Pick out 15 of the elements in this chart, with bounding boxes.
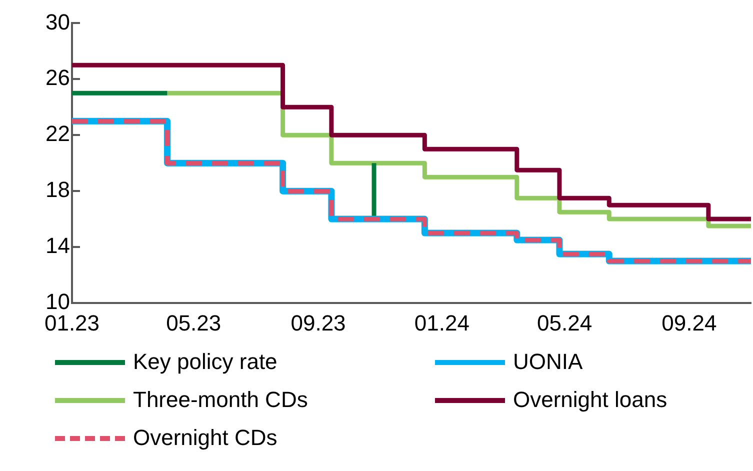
x-tick-label: 01.24: [414, 310, 470, 336]
legend-label: Overnight loans: [513, 387, 668, 413]
x-tick-label: 09.24: [662, 310, 717, 336]
y-tick-label: 26: [46, 65, 70, 90]
legend-label: Key policy rate: [133, 349, 278, 375]
y-tick-label: 14: [46, 233, 70, 258]
legend-label: Overnight CDs: [133, 425, 278, 451]
y-tick-label: 18: [46, 177, 70, 202]
x-tick-label: 05.23: [166, 310, 222, 336]
y-tick-label: 22: [46, 121, 70, 146]
legend-label: UONIA: [513, 349, 583, 375]
x-tick-label: 09.23: [290, 310, 346, 336]
y-tick-label: 30: [46, 9, 70, 34]
x-tick-label: 05.24: [536, 310, 592, 336]
legend-label: Three-month CDs: [133, 387, 308, 413]
